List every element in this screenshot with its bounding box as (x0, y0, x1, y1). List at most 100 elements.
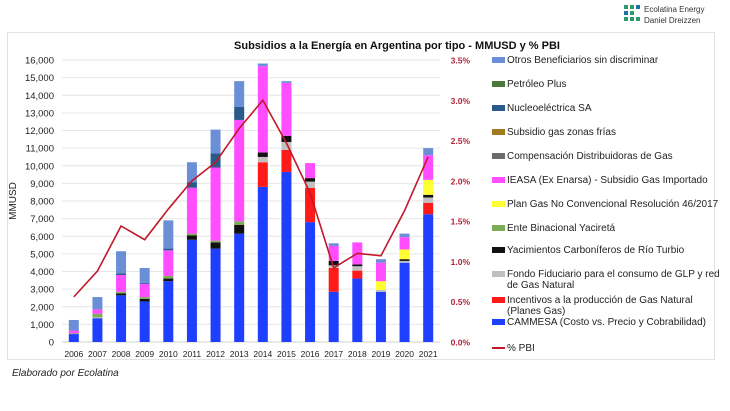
y-tick-label: 12,000 (25, 126, 54, 137)
x-tick-label: 2019 (371, 349, 390, 359)
bar-segment (116, 273, 127, 276)
bar-segment (423, 214, 434, 342)
y-tick-label: 8,000 (30, 197, 54, 208)
bar-segment (186, 187, 197, 234)
x-tick-label: 2009 (135, 349, 154, 359)
brand-name: Ecolatina Energy (644, 5, 705, 14)
y-tick-label: 7,000 (30, 214, 54, 225)
y-tick-label: 0 (49, 338, 54, 349)
legend-swatch (492, 177, 505, 183)
y2-tick-label: 2.5% (451, 136, 471, 146)
y2-tick-label: 3.5% (451, 56, 471, 66)
bar-segment (399, 260, 410, 263)
x-tick-label: 2014 (253, 349, 272, 359)
bar-segment (210, 129, 221, 154)
x-tick-label: 2011 (183, 349, 202, 359)
bar-segment (163, 220, 174, 249)
bar-segment (399, 259, 410, 261)
legend-swatch (492, 81, 505, 87)
bar-segment (328, 267, 339, 292)
bar-segment (139, 298, 150, 302)
bar-segment (139, 297, 150, 299)
bar-segment (186, 162, 197, 183)
y2-tick-label: 2.0% (451, 176, 471, 186)
y-tick-label: 5,000 (30, 249, 54, 260)
bar-segment (139, 282, 150, 284)
bar-segment (139, 301, 150, 342)
x-tick-label: 2012 (206, 349, 225, 359)
bar-stack-2019 (375, 259, 386, 342)
legend-swatch (492, 297, 505, 303)
bar-segment (234, 224, 245, 234)
bar-segment (68, 319, 79, 331)
bar-segment (375, 290, 386, 292)
bar-segment (399, 249, 410, 260)
legend-label: Otros Beneficiarios sin discriminar (507, 55, 659, 66)
bar-segment (186, 233, 197, 236)
legend-swatch (492, 319, 505, 325)
bar-segment (423, 194, 434, 198)
y2-tick-label: 0.5% (451, 297, 471, 307)
legend-label: IEASA (Ex Enarsa) - Subsidio Gas Importa… (507, 175, 708, 186)
y-tick-label: 9,000 (30, 179, 54, 190)
bar-segment (68, 334, 79, 342)
bar-stack-2015 (281, 81, 292, 342)
bar-segment (139, 267, 150, 283)
legend-label: Incentivos a la producción de Gas Natura… (507, 295, 693, 317)
bar-segment (234, 106, 245, 120)
y-tick-label: 14,000 (25, 91, 54, 102)
bar-segment (234, 233, 245, 342)
bar-segment (423, 179, 434, 195)
bar-segment (281, 141, 292, 150)
bar-segment (375, 262, 386, 282)
y-tick-label: 3,000 (30, 285, 54, 296)
bar-segment (92, 318, 103, 342)
legend-swatch (492, 57, 505, 63)
legend-label: Compensación Distribuidoras de Gas (507, 151, 673, 162)
bar-segment (257, 162, 268, 187)
bar-segment (139, 283, 150, 298)
bar-segment (352, 278, 363, 342)
bar-stack-2014 (257, 63, 268, 342)
bar-segment (328, 243, 339, 246)
bar-segment (210, 242, 221, 249)
bar-segment (186, 239, 197, 342)
bar-segment (210, 240, 221, 243)
bar-segment (257, 186, 268, 342)
bar-segment (281, 171, 292, 342)
legend-label: Subsidio gas zonas frías (507, 127, 616, 138)
x-tick-label: 2018 (348, 349, 367, 359)
legend-swatch (492, 129, 505, 135)
credit-note: Elaborado por Ecolatina (12, 368, 119, 379)
bar-segment (210, 248, 221, 342)
bar-segment (234, 221, 245, 225)
bar-segment (210, 153, 221, 168)
bar-stack-2012 (210, 129, 221, 342)
y-tick-label: 10,000 (25, 161, 54, 172)
bar-segment (423, 202, 434, 215)
bar-segment (305, 163, 316, 179)
bar-segment (328, 245, 339, 261)
bar-segment (92, 313, 103, 318)
bar-segment (375, 291, 386, 342)
bar-segment (163, 281, 174, 342)
x-tick-label: 2006 (64, 349, 83, 359)
legend-label: Petróleo Plus (507, 79, 567, 90)
bar-stack-2020 (399, 233, 410, 342)
pbi-line (73, 98, 429, 298)
bar-segment (68, 330, 79, 334)
legend-label: Plan Gas No Convencional Resolución 46/2… (507, 199, 719, 210)
bar-segment (163, 248, 174, 251)
bar-segment (234, 119, 245, 222)
legend-swatch (492, 153, 505, 159)
bar-stack-2018 (352, 242, 363, 342)
y2-tick-label: 1.5% (451, 217, 471, 227)
bar-segment (352, 266, 363, 271)
y2-tick-label: 1.0% (451, 257, 471, 267)
y-tick-label: 6,000 (30, 232, 54, 243)
bar-stack-2021 (423, 148, 434, 342)
bar-segment (257, 63, 268, 67)
y-tick-label: 13,000 (25, 108, 54, 119)
y-tick-label: 1,000 (30, 320, 54, 331)
y-tick-label: 2,000 (30, 302, 54, 313)
